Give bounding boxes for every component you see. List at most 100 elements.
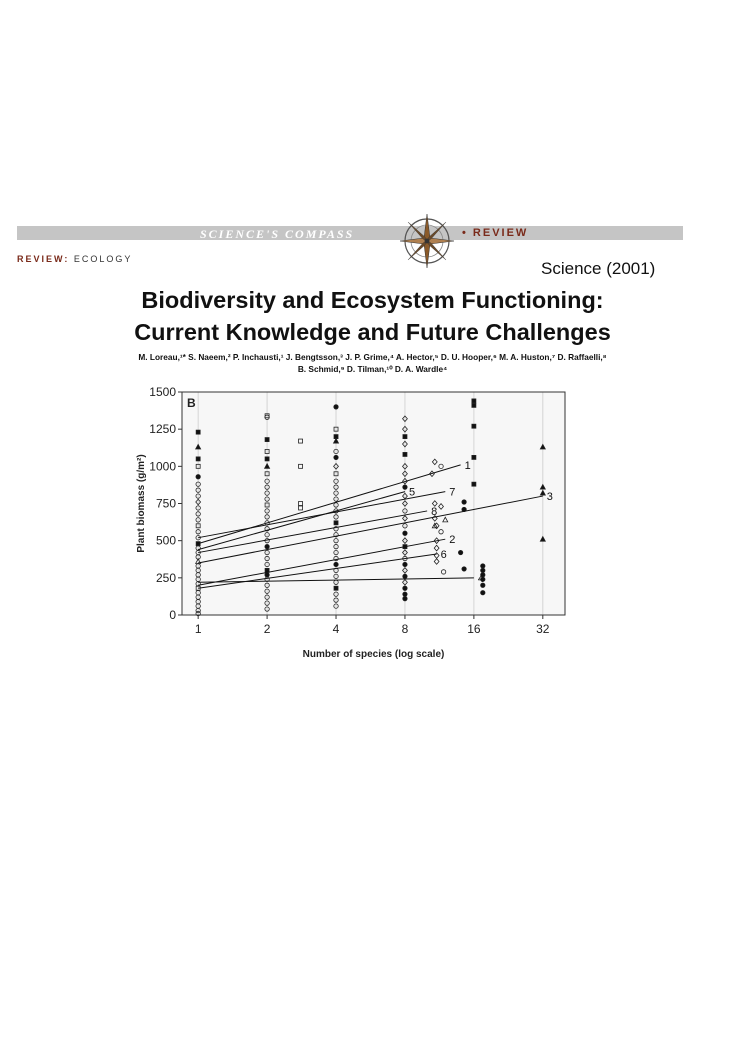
review-category-tag: REVIEW: ECOLOGY [17, 254, 132, 264]
x-tick-label: 32 [536, 622, 550, 636]
data-point [402, 434, 408, 439]
y-tick-label: 250 [156, 571, 176, 585]
y-tick-label: 1250 [149, 422, 176, 436]
data-point [402, 573, 408, 579]
panel-label: B [187, 396, 196, 410]
data-point [195, 517, 201, 523]
data-point [194, 443, 202, 450]
data-point [402, 537, 408, 545]
data-point [264, 456, 270, 462]
data-point [195, 429, 201, 435]
review-tag-prefix: REVIEW: [17, 254, 70, 264]
data-point [433, 558, 440, 565]
data-point [264, 588, 270, 594]
data-point [333, 484, 339, 490]
data-point [333, 549, 339, 556]
data-point [195, 523, 201, 529]
data-point [264, 544, 270, 550]
x-tick-label: 1 [195, 622, 202, 636]
data-point [471, 481, 477, 487]
author-list: M. Loreau,¹* S. Naeem,² P. Inchausti,¹ J… [0, 352, 745, 375]
page-title: Biodiversity and Ecosystem Functioning: … [0, 284, 745, 348]
data-point [195, 474, 201, 480]
regression-line-label: 1 [465, 460, 471, 472]
banner-review-label: • REVIEW [462, 227, 529, 239]
data-point [402, 508, 408, 514]
regression-line-label: 7 [449, 487, 455, 499]
data-point [539, 483, 546, 490]
regression-line-label: 8 [431, 506, 437, 518]
data-point [402, 415, 408, 423]
regression-line [198, 491, 406, 551]
data-point [480, 576, 486, 582]
data-point [298, 505, 303, 511]
regression-line-label: 2 [449, 534, 455, 546]
data-point [333, 404, 339, 410]
regression-line-label: 3 [547, 491, 553, 503]
data-point [195, 487, 201, 493]
x-tick-label: 8 [402, 622, 409, 636]
regression-line [198, 538, 446, 586]
data-point [433, 522, 440, 530]
x-axis-label: Number of species (log scale) [303, 649, 445, 660]
data-point [264, 561, 270, 568]
data-point [333, 496, 339, 502]
data-point [333, 426, 339, 432]
data-point [195, 529, 201, 535]
data-point [539, 443, 546, 450]
data-point [458, 549, 464, 556]
data-point [333, 502, 339, 508]
data-point [539, 489, 546, 496]
data-point [264, 572, 270, 578]
data-point [480, 563, 486, 569]
regression-line [198, 491, 446, 539]
data-point [333, 520, 339, 526]
data-point [195, 481, 201, 487]
data-point [431, 500, 438, 507]
data-point [264, 478, 270, 484]
data-point [333, 532, 339, 538]
data-point [433, 544, 440, 552]
data-point [461, 566, 467, 572]
data-point [264, 449, 270, 454]
data-point [471, 455, 477, 460]
data-point [264, 496, 270, 502]
data-point [402, 566, 408, 574]
data-point [333, 561, 339, 568]
data-point [333, 573, 339, 579]
data-point [402, 452, 408, 457]
data-point [402, 514, 408, 522]
data-point [402, 425, 408, 433]
y-axis-label: Plant biomass (g/m²) [136, 454, 147, 552]
data-point [264, 600, 270, 606]
data-point [333, 514, 339, 520]
data-point [195, 505, 201, 511]
banner-section-label: SCIENCE'S COMPASS [200, 227, 355, 241]
regression-line [198, 510, 428, 554]
data-point [402, 477, 408, 485]
data-point [298, 438, 303, 444]
data-point [480, 582, 486, 588]
data-point [471, 423, 477, 429]
data-point [333, 478, 339, 484]
regression-line-label: 5 [409, 487, 415, 499]
regression-line [198, 495, 543, 564]
authors-line-2: B. Schmid,⁹ D. Tilman,¹⁰ D. A. Wardle⁴ [297, 363, 448, 374]
plot-area [182, 392, 565, 615]
data-point [195, 493, 201, 499]
x-tick-label: 4 [333, 622, 340, 636]
data-point [264, 502, 270, 508]
data-point [333, 448, 339, 455]
data-point [480, 590, 486, 596]
data-point [402, 523, 408, 529]
data-point [264, 606, 270, 612]
data-point [402, 462, 408, 470]
data-point [264, 514, 270, 520]
data-point [264, 526, 270, 532]
regression-line-label: 6 [441, 549, 447, 561]
data-point [402, 530, 408, 536]
data-points [194, 398, 546, 617]
data-point [264, 414, 270, 420]
regression-line [198, 553, 437, 589]
